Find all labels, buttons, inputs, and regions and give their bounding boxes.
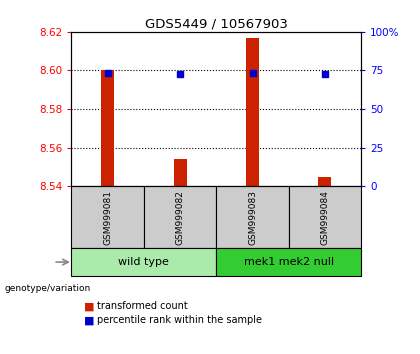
Text: ■: ■ xyxy=(84,315,94,325)
Text: GSM999083: GSM999083 xyxy=(248,190,257,245)
Bar xyxy=(173,159,186,186)
Title: GDS5449 / 10567903: GDS5449 / 10567903 xyxy=(145,18,288,31)
Text: ■: ■ xyxy=(84,301,94,311)
Bar xyxy=(144,186,216,248)
Bar xyxy=(71,186,144,248)
Bar xyxy=(216,186,289,248)
Bar xyxy=(216,248,361,276)
Text: GSM999084: GSM999084 xyxy=(320,190,329,245)
Text: mek1 mek2 null: mek1 mek2 null xyxy=(244,257,334,267)
Text: GSM999081: GSM999081 xyxy=(103,190,112,245)
Bar xyxy=(71,248,216,276)
Bar xyxy=(318,177,331,186)
Bar xyxy=(246,38,259,186)
Text: genotype/variation: genotype/variation xyxy=(4,284,90,293)
Bar xyxy=(289,186,361,248)
Text: GSM999082: GSM999082 xyxy=(176,190,184,245)
Text: percentile rank within the sample: percentile rank within the sample xyxy=(97,315,262,325)
Text: transformed count: transformed count xyxy=(97,301,187,311)
Text: wild type: wild type xyxy=(118,257,169,267)
Bar xyxy=(101,70,114,186)
